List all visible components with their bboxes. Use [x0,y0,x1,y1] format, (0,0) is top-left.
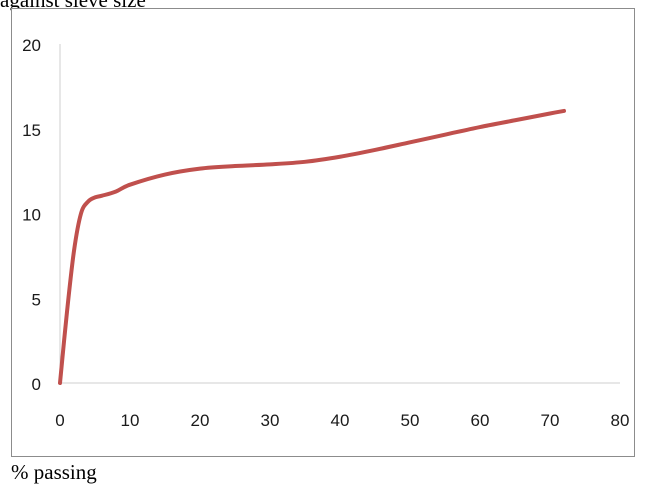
x-tick-label: 0 [55,411,64,430]
x-tick-label: 80 [611,411,630,430]
x-tick-label: 20 [191,411,210,430]
chart-frame [11,8,635,457]
series-line [58,108,566,385]
chart-axes [59,44,620,384]
x-tick-label: 10 [121,411,140,430]
series-group [58,108,566,385]
x-tick-label: 50 [401,411,420,430]
x-tick-label: 60 [471,411,490,430]
y-tick-label: 15 [22,121,41,140]
y-tick-label: 5 [32,290,41,309]
y-tick-label: 20 [22,36,41,55]
x-tick-label: 70 [541,411,560,430]
tick-labels: 0 10 20 30 40 50 60 70 80 0 5 10 15 20 [22,36,629,430]
figure-caption-bottom: % passing [11,460,97,484]
y-tick-label: 10 [22,206,41,225]
y-tick-label: 0 [32,375,41,394]
x-tick-label: 40 [331,411,350,430]
x-tick-label: 30 [261,411,280,430]
